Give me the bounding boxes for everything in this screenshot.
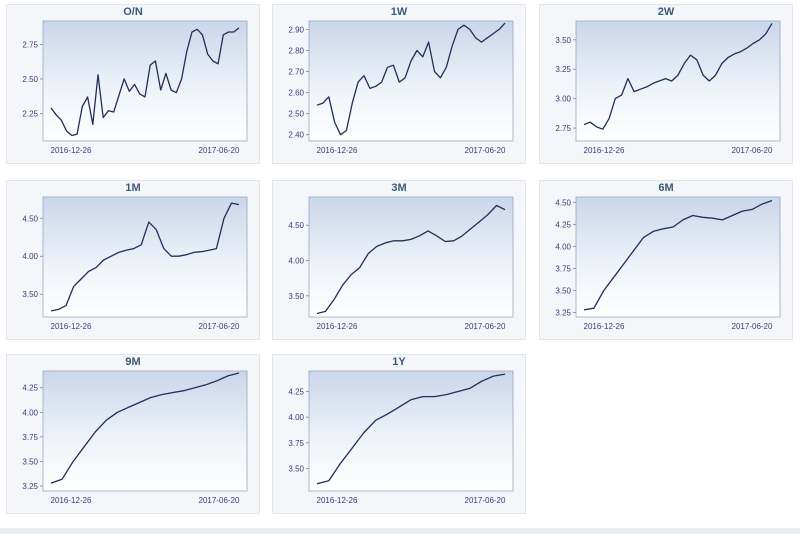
chart-svg: 3.25 3.50 3.75 4.00 4.25 4.50 2016-12-26 2017-0… (555, 196, 781, 331)
y-tick-label: 3.50 (22, 457, 38, 466)
y-tick-label: 2.40 (288, 131, 304, 140)
plot-area (42, 196, 248, 318)
x-tick-label: 2017-06-20 (465, 322, 506, 331)
y-tick-label: 4.00 (22, 408, 38, 417)
y-tick-label: 3.75 (22, 433, 38, 442)
y-tick-label: 2.70 (288, 68, 304, 77)
chart-panel-1m: 1M 3.50 4.00 4.50 2016-12-26 2017-06-20 (6, 180, 260, 340)
y-tick-label: 4.50 (288, 221, 304, 230)
x-tick-label: 2016-12-26 (584, 146, 625, 155)
x-tick-label: 2017-06-20 (732, 322, 773, 331)
y-tick-label: 4.00 (555, 242, 571, 251)
x-tick-label: 2017-06-20 (199, 496, 240, 505)
chart-panel-on: O/N 2.25 2.50 2.75 2016-12-26 2017-06-20 (6, 4, 260, 164)
series-line (316, 22, 506, 136)
chart-svg: 3.50 4.00 4.50 2016-12-26 2017-06-20 (22, 196, 248, 331)
series-line (583, 23, 773, 130)
chart-title: 1Y (392, 356, 406, 368)
chart-title: 9M (125, 356, 141, 368)
y-tick-label: 4.25 (288, 388, 304, 397)
y-tick-label: 4.50 (22, 214, 38, 223)
plot-area (308, 196, 514, 318)
x-tick-label: 2016-12-26 (51, 322, 92, 331)
chart-svg: 3.50 3.75 4.00 4.25 2016-12-26 2017-06-20 (288, 370, 514, 505)
chart-panel-6m: 6M 3.25 3.50 3.75 4.00 4.25 4.50 2016-12-26 201… (539, 180, 793, 340)
series-line (583, 199, 773, 311)
chart-panel-1y: 1Y 3.50 3.75 4.00 4.25 2016-12-26 2017-06-20 (272, 354, 526, 514)
series-line (50, 27, 240, 137)
plot-area (42, 370, 248, 492)
y-tick-label: 3.50 (555, 36, 571, 45)
chart-title: 3M (391, 182, 407, 194)
y-tick-label: 3.75 (555, 264, 571, 273)
x-tick-label: 2017-06-20 (465, 496, 506, 505)
series-line (316, 204, 506, 315)
y-tick-label: 4.00 (288, 413, 304, 422)
series-line (316, 373, 506, 485)
y-tick-label: 2.75 (555, 124, 571, 133)
chart-svg: 2.75 3.00 3.25 3.50 2016-12-26 2017-06-20 (555, 20, 781, 155)
y-tick-label: 3.50 (288, 464, 304, 473)
plot-area (42, 20, 248, 142)
plot-area (308, 370, 514, 492)
chart-title: 2W (657, 6, 675, 18)
chart-panel-3m: 3M 3.50 4.00 4.50 2016-12-26 2017-06-20 (272, 180, 526, 340)
y-tick-label: 2.50 (288, 110, 304, 119)
page-bottom-bar (0, 528, 800, 534)
y-tick-label: 3.00 (555, 95, 571, 104)
y-tick-label: 2.50 (22, 75, 38, 84)
chart-panel-9m: 9M 3.25 3.50 3.75 4.00 4.25 2016-12-26 2017-06… (6, 354, 260, 514)
y-tick-label: 4.50 (555, 198, 571, 207)
y-tick-label: 4.25 (22, 384, 38, 393)
y-tick-label: 2.25 (22, 109, 38, 118)
y-tick-label: 2.90 (288, 25, 304, 34)
y-tick-label: 4.00 (288, 257, 304, 266)
x-tick-label: 2016-12-26 (51, 146, 92, 155)
x-tick-label: 2016-12-26 (317, 322, 358, 331)
x-tick-label: 2016-12-26 (51, 496, 92, 505)
plot-area (575, 20, 781, 142)
plot-area (575, 196, 781, 318)
y-tick-label: 2.75 (22, 40, 38, 49)
x-tick-label: 2016-12-26 (584, 322, 625, 331)
plot-area (308, 20, 514, 142)
x-tick-label: 2016-12-26 (317, 496, 358, 505)
chart-panel-2w: 2W 2.75 3.00 3.25 3.50 2016-12-26 2017-06-20 (539, 4, 793, 164)
chart-svg: 3.50 4.00 4.50 2016-12-26 2017-06-20 (288, 196, 514, 331)
chart-svg: 3.25 3.50 3.75 4.00 4.25 2016-12-26 2017-06-20 (22, 370, 248, 505)
y-tick-label: 3.50 (22, 290, 38, 299)
y-tick-label: 4.00 (22, 252, 38, 261)
x-tick-label: 2017-06-20 (199, 322, 240, 331)
chart-title: 6M (658, 182, 674, 194)
x-tick-label: 2017-06-20 (465, 146, 506, 155)
y-tick-label: 4.25 (555, 220, 571, 229)
chart-svg: 2.40 2.50 2.60 2.70 2.80 2.90 2016-12-26 2017-0… (288, 20, 514, 155)
chart-title: O/N (123, 6, 143, 18)
y-tick-label: 3.25 (22, 482, 38, 491)
y-tick-label: 2.60 (288, 89, 304, 98)
series-line (50, 372, 240, 484)
y-tick-label: 3.50 (555, 287, 571, 296)
y-tick-label: 2.80 (288, 46, 304, 55)
chart-svg: 2.25 2.50 2.75 2016-12-26 2017-06-20 (22, 20, 248, 155)
x-tick-label: 2017-06-20 (732, 146, 773, 155)
chart-title: 1W (390, 6, 408, 18)
y-tick-label: 3.75 (288, 439, 304, 448)
y-tick-label: 3.25 (555, 65, 571, 74)
y-tick-label: 3.50 (288, 292, 304, 301)
y-tick-label: 3.25 (555, 309, 571, 318)
chart-title: 1M (125, 182, 141, 194)
x-tick-label: 2017-06-20 (199, 146, 240, 155)
series-line (50, 202, 240, 312)
chart-panel-1w: 1W 2.40 2.50 2.60 2.70 2.80 2.90 2016-12-26 201… (272, 4, 526, 164)
x-tick-label: 2016-12-26 (317, 146, 358, 155)
